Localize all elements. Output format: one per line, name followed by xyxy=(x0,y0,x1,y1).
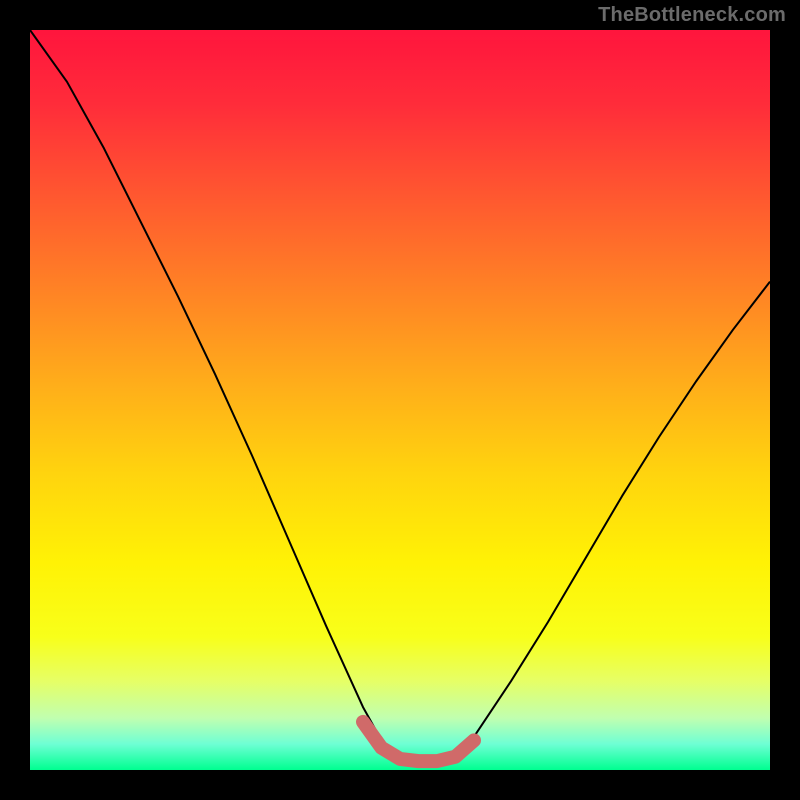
chart-container: TheBottleneck.com xyxy=(0,0,800,800)
plot-area xyxy=(30,30,770,770)
gradient-background xyxy=(30,30,770,770)
watermark-text: TheBottleneck.com xyxy=(598,4,786,27)
